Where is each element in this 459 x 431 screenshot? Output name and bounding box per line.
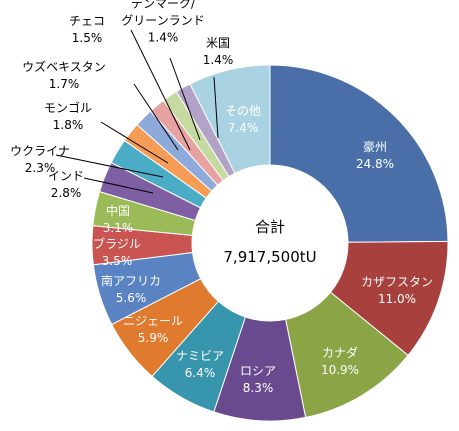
slice-value-中国: 3.1% bbox=[103, 221, 134, 235]
slice-label-チェコ-0: チェコ bbox=[69, 14, 105, 28]
slice-labels-group: 豪州 24.8% カザフスタン 11.0% カナダ 10.9% ロシア 8.3% ナミビア 6.4… bbox=[10, 0, 433, 395]
slice-value-チェコ: 1.5% bbox=[72, 31, 103, 45]
slice-label-デンマーク/-グリーンランド-0: デンマーク/ bbox=[131, 0, 196, 11]
slice-label-ウクライナ-0: ウクライナ bbox=[10, 144, 70, 158]
slice-value-カナダ: 10.9% bbox=[321, 363, 359, 377]
slice-value-インド: 2.8% bbox=[51, 186, 82, 200]
slice-label-インド-0: インド bbox=[48, 169, 84, 183]
slice-label-米国-0: 米国 bbox=[206, 36, 230, 50]
slice-value-ニジェール: 5.9% bbox=[138, 331, 169, 345]
slice-label-中国-0: 中国 bbox=[106, 203, 130, 218]
slice-label-豪州-0: 豪州 bbox=[363, 139, 387, 154]
leader-lines-group bbox=[55, 29, 219, 194]
slice-value-ウクライナ: 2.3% bbox=[25, 161, 56, 175]
slice-value-ナミビア: 6.4% bbox=[185, 366, 216, 380]
slice-label-ウズベキスタン-0: ウズベキスタン bbox=[22, 59, 106, 74]
slice-label-カナダ-0: カナダ bbox=[322, 345, 358, 360]
slice-value-米国: 1.4% bbox=[203, 53, 234, 67]
slice-label-ニジェール-0: ニジェール bbox=[123, 314, 183, 328]
slice-label-カザフスタン-0: カザフスタン bbox=[361, 275, 433, 289]
leader-line-ウクライナ bbox=[55, 154, 164, 178]
leader-line-モンゴル bbox=[100, 121, 169, 164]
slice-value-ロシア: 8.3% bbox=[243, 381, 274, 395]
leader-line-インド bbox=[83, 177, 154, 194]
slice-label-ナミビア-0: ナミビア bbox=[176, 349, 224, 363]
slice-value-デンマーク/-グリーンランド: 1.4% bbox=[148, 31, 179, 45]
slice-value-カザフスタン: 11.0% bbox=[378, 292, 416, 306]
leader-line-米国 bbox=[213, 76, 219, 139]
slice-value-ウズベキスタン: 1.7% bbox=[49, 77, 80, 91]
slice-label-ロシア-0: ロシア bbox=[240, 364, 276, 378]
slice-豪州 bbox=[269, 64, 449, 243]
slice-その他 bbox=[189, 64, 271, 174]
slice-value-モンゴル: 1.8% bbox=[53, 118, 84, 132]
slice-value-豪州: 24.8% bbox=[356, 157, 394, 171]
center-title: 合計 bbox=[255, 218, 285, 236]
slice-label-モンゴル-0: モンゴル bbox=[44, 100, 92, 115]
slice-value-ブラジル: 3.5% bbox=[102, 254, 133, 268]
slice-label-南アフリカ-0: 南アフリカ bbox=[101, 273, 161, 288]
leader-line-チェコ bbox=[130, 29, 191, 151]
center-total: 7,917,500tU bbox=[223, 248, 316, 266]
slice-value-その他: 7.4% bbox=[228, 121, 259, 135]
slice-label-デンマーク/-グリーンランド-1: グリーンランド bbox=[121, 14, 204, 28]
leader-line-デンマーク/-グリーンランド bbox=[169, 57, 201, 141]
slice-label-その他-0: その他 bbox=[225, 104, 261, 118]
leader-line-ウズベキスタン bbox=[133, 83, 179, 151]
slice-label-ブラジル-0: ブラジル bbox=[93, 236, 141, 251]
slice-value-南アフリカ: 5.6% bbox=[116, 291, 147, 305]
